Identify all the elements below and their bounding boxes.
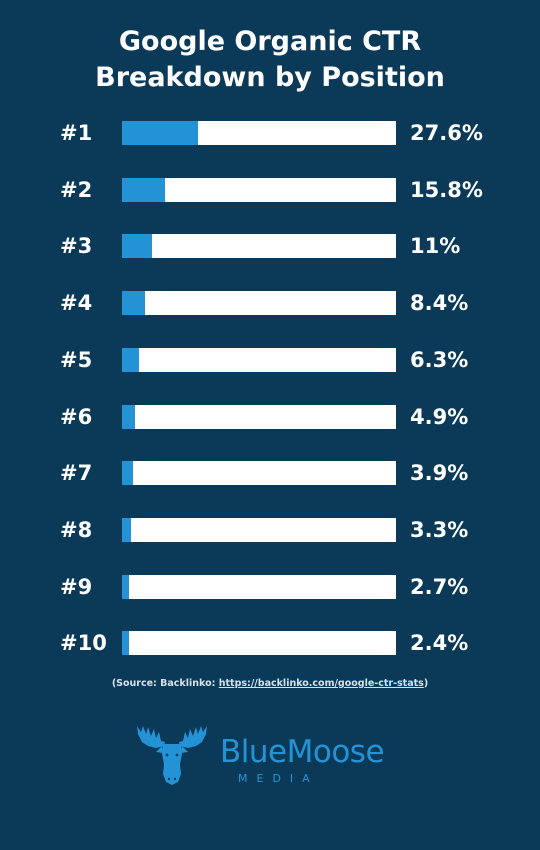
bar-fill [122,518,132,542]
value-label: 2.7% [410,575,469,599]
bar-track [122,518,396,542]
bar-track [122,461,396,485]
value-label: 8.4% [410,291,469,315]
position-label: #5 [60,348,93,372]
value-label: 27.6% [410,121,483,145]
position-label: #4 [60,291,93,315]
bar-track [122,178,396,202]
value-label: 4.9% [410,405,469,429]
position-label: #6 [60,405,93,429]
source-suffix: ) [423,678,429,689]
bar-fill [122,461,133,485]
source-link[interactable]: https://backlinko.com/google-ctr-stats [218,678,424,689]
bar-row: #7 3.9% [0,461,540,485]
bar-track [122,575,396,599]
position-label: #7 [60,461,93,485]
value-label: 11% [410,234,461,258]
position-label: #1 [60,121,93,145]
position-label: #2 [60,178,93,202]
bar-row: #8 3.3% [0,518,540,542]
bar-row: #9 2.7% [0,575,540,599]
brand-name-part-1: Blue [220,734,287,770]
brand-name: BlueMoose [220,734,385,770]
brand-logo: BlueMoose MEDIA [134,722,414,792]
bar-fill [122,348,140,372]
bar-track [122,405,396,429]
bar-track [122,631,396,655]
chart-title-line-1: Google Organic CTR [118,26,422,57]
bar-fill [122,121,198,145]
position-label: #10 [60,631,107,655]
chart-title: Google Organic CTR Breakdown by Position [0,24,540,96]
bar-track [122,121,396,145]
bar-row: #4 8.4% [0,291,540,315]
position-label: #3 [60,234,93,258]
position-label: #8 [60,518,93,542]
source-prefix: (Source: Backlinko: [111,678,219,689]
bar-fill [122,178,166,202]
source-note: (Source: Backlinko: https://backlinko.co… [0,678,540,689]
brand-name-part-2: Moose [286,734,385,770]
bar-row: #6 4.9% [0,405,540,429]
position-label: #9 [60,575,93,599]
brand-subtitle: MEDIA [238,772,319,785]
bar-row: #10 2.4% [0,631,540,655]
bar-fill [122,575,130,599]
value-label: 6.3% [410,348,469,372]
moose-head-icon [137,726,207,785]
bar-track [122,234,396,258]
bar-row: #5 6.3% [0,348,540,372]
bar-fill [122,631,129,655]
bar-row: #1 27.6% [0,121,540,145]
bar-row: #3 11% [0,234,540,258]
bar-row: #2 15.8% [0,178,540,202]
bar-fill [122,291,146,315]
bar-track [122,348,396,372]
value-label: 2.4% [410,631,469,655]
bar-track [122,291,396,315]
chart-title-line-2: Breakdown by Position [95,62,445,93]
value-label: 3.3% [410,518,469,542]
bar-fill [122,405,136,429]
value-label: 15.8% [410,178,483,202]
bar-fill [122,234,153,258]
value-label: 3.9% [410,461,469,485]
